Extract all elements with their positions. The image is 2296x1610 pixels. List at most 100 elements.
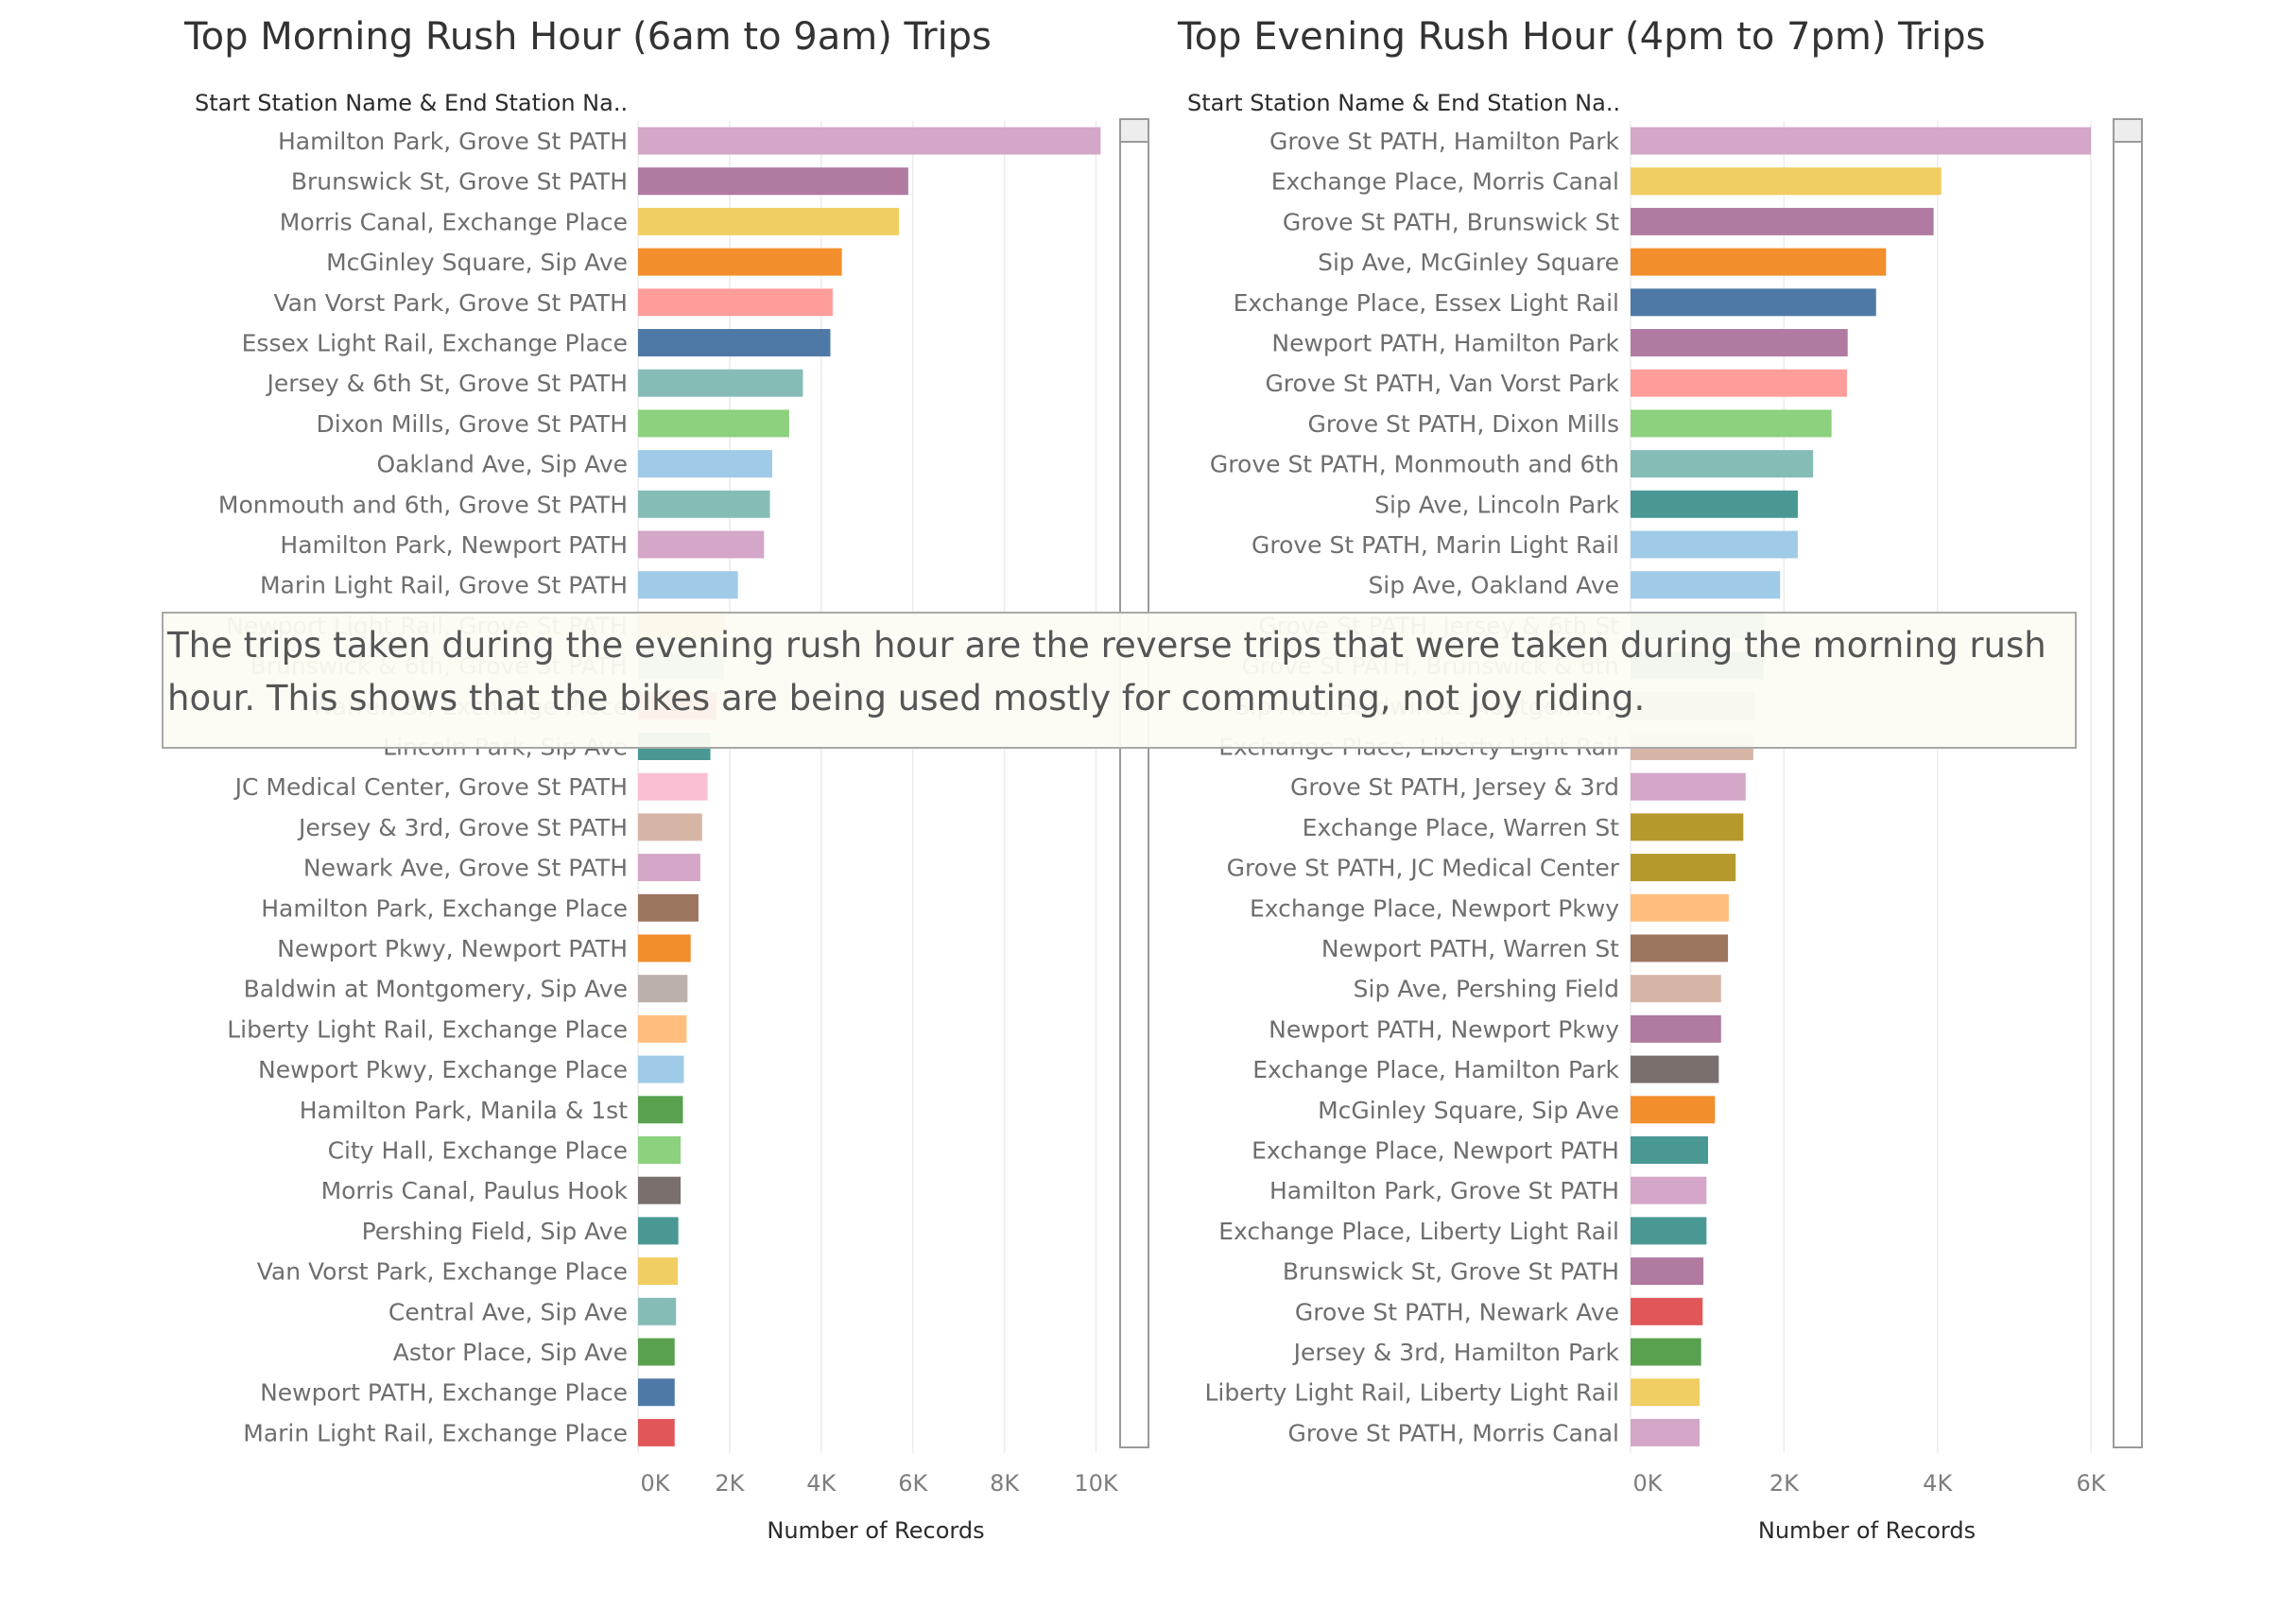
- category-label: Marin Light Rail, Grove St PATH: [260, 572, 628, 599]
- bar: [638, 893, 699, 922]
- bar: [1631, 571, 1781, 599]
- row-header: Start Station Name & End Station Na..: [195, 90, 628, 116]
- category-label: Morris Canal, Exchange Place: [280, 208, 628, 235]
- bar: [638, 288, 833, 317]
- bar: [638, 369, 803, 397]
- x-tick-label: 0K: [640, 1470, 670, 1497]
- category-label: Exchange Place, Essex Light Rail: [1234, 289, 1619, 317]
- x-tick-label: 8K: [990, 1470, 1020, 1497]
- bar: [1631, 530, 1798, 559]
- category-label: Van Vorst Park, Grove St PATH: [273, 289, 628, 317]
- bar: [638, 813, 702, 841]
- bar: [638, 772, 708, 801]
- bar: [1631, 1297, 1703, 1325]
- bar: [1631, 854, 1736, 882]
- category-label: Grove St PATH, Van Vorst Park: [1265, 370, 1619, 397]
- bar: [1631, 409, 1832, 438]
- category-label: Dixon Mills, Grove St PATH: [317, 410, 628, 438]
- category-label: Sip Ave, McGinley Square: [1318, 249, 1619, 276]
- bar: [1631, 1217, 1707, 1245]
- category-label: Grove St PATH, Morris Canal: [1287, 1419, 1619, 1446]
- category-label: McGinley Square, Sip Ave: [326, 249, 628, 276]
- category-label: Exchange Place, Hamilton Park: [1252, 1056, 1619, 1083]
- bar: [1631, 1378, 1700, 1407]
- x-tick-label: 0K: [1632, 1470, 1663, 1497]
- bar: [1631, 490, 1798, 518]
- x-tick-label: 6K: [2077, 1470, 2107, 1497]
- category-label: Hamilton Park, Exchange Place: [261, 894, 628, 922]
- category-label: Exchange Place, Morris Canal: [1271, 168, 1619, 196]
- scrollbar-thumb[interactable]: [2113, 118, 2143, 143]
- category-label: Newport PATH, Exchange Place: [260, 1379, 628, 1407]
- x-tick-label: 10K: [1074, 1470, 1119, 1497]
- category-label: Jersey & 3rd, Grove St PATH: [297, 814, 628, 841]
- bar: [1631, 1055, 1719, 1083]
- category-label: Exchange Place, Newport Pkwy: [1250, 894, 1619, 922]
- bar: [1631, 329, 1848, 356]
- category-label: Jersey & 6th St, Grove St PATH: [265, 370, 628, 397]
- bar: [1631, 893, 1729, 922]
- category-label: Newport PATH, Newport Pkwy: [1269, 1015, 1619, 1043]
- category-label: Grove St PATH, Newark Ave: [1295, 1298, 1619, 1325]
- category-label: Baldwin at Montgomery, Sip Ave: [244, 976, 628, 1003]
- bar: [638, 975, 688, 1003]
- bar: [638, 1338, 675, 1366]
- chart-panel-evening: Top Evening Rush Hour (4pm to 7pm) Trips…: [1177, 15, 2143, 1544]
- bar: [638, 1014, 687, 1043]
- scrollbar[interactable]: [2113, 118, 2143, 1448]
- category-label: Hamilton Park, Grove St PATH: [1269, 1177, 1619, 1204]
- bar: [1631, 1418, 1700, 1446]
- category-label: Central Ave, Sip Ave: [388, 1298, 628, 1325]
- bar: [1631, 288, 1876, 317]
- bar: [638, 1378, 675, 1407]
- x-tick-label: 4K: [806, 1470, 837, 1497]
- scrollbar[interactable]: [1119, 118, 1149, 1448]
- bar: [638, 127, 1101, 155]
- category-label: Newport Pkwy, Exchange Place: [258, 1056, 628, 1083]
- bar: [1631, 772, 1746, 801]
- category-label: Brunswick St, Grove St PATH: [1283, 1258, 1619, 1286]
- category-label: Oakland Ave, Sip Ave: [376, 451, 628, 478]
- x-axis-label: Number of Records: [767, 1517, 984, 1544]
- x-axis-label: Number of Records: [1758, 1517, 1976, 1544]
- bar: [1631, 1338, 1701, 1366]
- category-label: Morris Canal, Paulus Hook: [321, 1177, 629, 1204]
- bar: [638, 1136, 682, 1164]
- category-label: Pershing Field, Sip Ave: [362, 1218, 628, 1245]
- category-label: Essex Light Rail, Exchange Place: [242, 330, 628, 357]
- x-tick-label: 2K: [715, 1470, 745, 1497]
- category-label: Astor Place, Sip Ave: [393, 1339, 628, 1366]
- scrollbar-track: [1119, 118, 1149, 1448]
- category-label: Exchange Place, Warren St: [1303, 814, 1620, 841]
- bar: [638, 1217, 679, 1245]
- category-label: Grove St PATH, Hamilton Park: [1269, 128, 1620, 155]
- category-label: Sip Ave, Pershing Field: [1354, 976, 1619, 1003]
- bar: [638, 1257, 679, 1286]
- category-label: Brunswick St, Grove St PATH: [291, 168, 628, 196]
- bar: [638, 1418, 675, 1446]
- annotation-box[interactable]: The trips taken during the evening rush …: [162, 612, 2077, 749]
- bar: [1631, 1014, 1721, 1043]
- category-label: Grove St PATH, Brunswick St: [1283, 208, 1619, 235]
- bar: [1631, 127, 2092, 155]
- bar: [638, 409, 789, 438]
- bar: [1631, 369, 1847, 397]
- x-tick-label: 6K: [898, 1470, 928, 1497]
- chart-panel-morning: Top Morning Rush Hour (6am to 9am) Trips…: [183, 15, 1149, 1544]
- bar: [638, 248, 842, 276]
- bar: [1631, 975, 1721, 1003]
- bar: [638, 571, 738, 599]
- category-label: Hamilton Park, Grove St PATH: [278, 128, 628, 155]
- x-tick-label: 4K: [1923, 1470, 1953, 1497]
- bar: [1631, 1136, 1708, 1164]
- category-label: Hamilton Park, Manila & 1st: [300, 1097, 628, 1124]
- bar: [638, 1297, 677, 1325]
- category-label: Newport Pkwy, Newport PATH: [277, 935, 628, 962]
- category-label: McGinley Square, Sip Ave: [1318, 1097, 1619, 1124]
- bar: [1631, 934, 1729, 962]
- scrollbar-thumb[interactable]: [1119, 118, 1149, 143]
- bar: [1631, 1257, 1704, 1286]
- category-label: Exchange Place, Newport PATH: [1252, 1137, 1619, 1165]
- category-label: Sip Ave, Lincoln Park: [1374, 491, 1619, 518]
